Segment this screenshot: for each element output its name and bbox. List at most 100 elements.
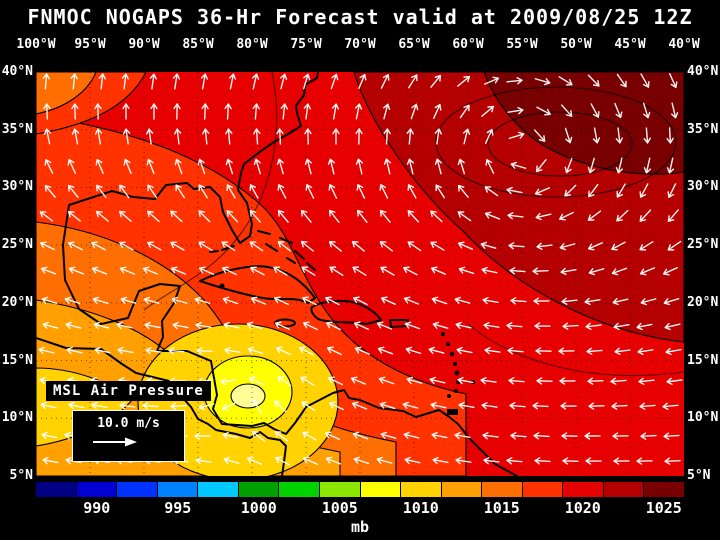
wind-arrow — [429, 376, 446, 385]
wind-arrow — [303, 103, 312, 120]
colorbar-tick-label: 1005 — [321, 499, 358, 517]
wind-arrow — [253, 158, 261, 175]
wind-arrow — [273, 296, 289, 306]
colorbar-tick-label: 1000 — [240, 499, 277, 517]
wind-arrow — [455, 456, 472, 465]
lon-tick-label: 65°W — [398, 37, 430, 52]
wind-arrow — [666, 157, 675, 174]
wind-arrow — [406, 158, 415, 175]
wind-arrow — [584, 297, 601, 306]
colorbar-cell — [441, 482, 483, 497]
wind-arrow — [483, 76, 500, 85]
wind-arrow — [122, 103, 130, 120]
wind-arrow — [481, 105, 495, 117]
colorbar-tick-label: 1010 — [402, 499, 439, 517]
wind-arrow — [170, 210, 183, 223]
wind-arrow — [667, 209, 679, 222]
wind-arrow — [330, 73, 339, 90]
wind-arrow — [300, 376, 315, 386]
wind-arrow — [403, 266, 418, 276]
wind-arrow — [147, 184, 158, 199]
wind-arrow — [404, 456, 421, 465]
lat-tick-label: 35°N — [687, 121, 719, 137]
colorbar-cell — [360, 482, 402, 497]
wind-arrow — [534, 78, 551, 86]
wind-arrow — [194, 296, 211, 304]
florida-keys — [209, 245, 235, 253]
wind-arrow — [43, 128, 52, 145]
wind-arrow — [246, 321, 263, 330]
wind-arrow — [304, 158, 312, 175]
island-hispaniola — [310, 299, 382, 325]
wind-arrow — [454, 431, 471, 440]
wind-arrow — [612, 297, 629, 306]
colorbar-cell — [117, 482, 158, 497]
wind-arrow — [251, 431, 266, 442]
wind-arrow — [275, 456, 290, 466]
wind-arrow — [484, 211, 501, 220]
wind-arrow — [68, 241, 83, 251]
wind-arrow — [42, 73, 50, 90]
wind-arrow — [506, 77, 523, 85]
wind-arrow — [377, 346, 394, 355]
wind-arrow — [559, 377, 576, 385]
wind-arrow — [379, 209, 391, 223]
wind-arrow — [356, 209, 368, 223]
wind-arrow — [67, 158, 77, 174]
wind-arrow — [119, 210, 132, 222]
wind-arrow — [616, 73, 627, 88]
colorbar-unit-label: mb — [350, 518, 370, 536]
wind-arrow — [508, 242, 525, 250]
wind-arrow — [353, 321, 370, 330]
wind-arrow — [301, 401, 316, 412]
coastline-north-central-south-america — [62, 72, 518, 476]
colorbar-cell — [401, 482, 442, 497]
wind-arrow — [585, 457, 602, 465]
wind-arrow — [587, 157, 595, 174]
wind-arrow — [402, 401, 419, 409]
wind-arrow — [561, 432, 578, 440]
wind-arrow — [588, 183, 599, 198]
wind-arrow — [144, 321, 161, 330]
wind-arrow — [300, 240, 314, 252]
wind-arrow — [44, 159, 54, 174]
lon-tick-label: 50°W — [560, 37, 592, 52]
wind-arrow — [66, 346, 83, 355]
wind-arrow — [195, 321, 212, 330]
wind-arrow — [174, 158, 183, 175]
wind-arrow — [534, 457, 551, 465]
wind-arrow — [172, 321, 189, 330]
wind-arrow — [120, 296, 137, 304]
wind-arrow — [636, 457, 653, 465]
wind-arrow — [201, 103, 209, 120]
wind-arrow — [507, 106, 524, 115]
lat-tick-label: 10°N — [687, 410, 719, 426]
wind-arrow — [587, 242, 604, 251]
wind-arrow — [68, 266, 85, 275]
wind-arrow — [171, 296, 188, 304]
wind-arrow — [352, 266, 367, 276]
wind-arrow — [383, 128, 391, 145]
wind-arrow — [252, 103, 260, 120]
wind-arrow — [665, 347, 682, 356]
wind-arrow — [304, 128, 312, 145]
wind-arrow — [224, 346, 241, 355]
contour-line — [435, 86, 677, 198]
wind-arrow — [38, 346, 55, 355]
lat-tick-label: 5°N — [9, 467, 33, 483]
lat-tick-label: 5°N — [687, 467, 711, 483]
wind-arrow — [380, 266, 395, 276]
wind-arrow — [41, 296, 58, 305]
islands-lesser-antilles — [441, 332, 475, 415]
wind-arrow — [485, 159, 495, 174]
wind-arrow — [65, 321, 82, 329]
wind-arrow — [611, 267, 628, 276]
wind-arrow — [564, 157, 573, 174]
wind-arrow — [534, 187, 551, 196]
wind-arrow — [611, 402, 628, 410]
wind-arrow — [506, 322, 523, 330]
wind-arrow — [406, 128, 414, 145]
wind-arrow — [484, 346, 501, 355]
wind-arrow — [170, 241, 185, 251]
lat-tick-label: 20°N — [687, 294, 719, 310]
